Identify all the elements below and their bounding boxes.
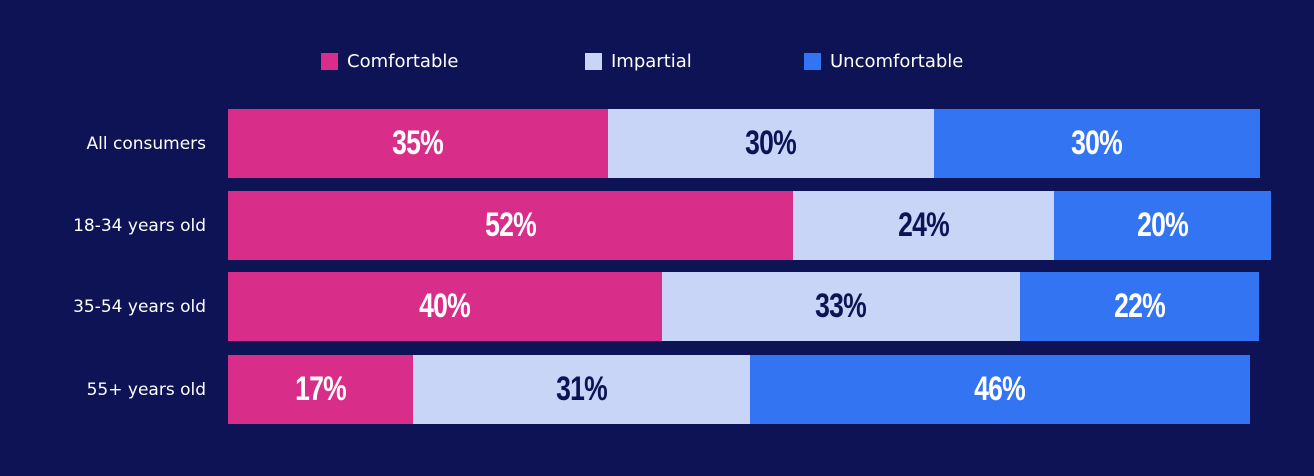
data-label: 31% <box>556 370 608 408</box>
category-label: All consumers <box>86 133 207 154</box>
bar-segment-uncomfortable: 30% <box>934 109 1260 178</box>
legend-swatch <box>321 52 338 70</box>
legend-swatch <box>585 52 602 70</box>
legend-item-comfortable: Comfortable <box>321 48 458 74</box>
data-label: 22% <box>1114 287 1166 325</box>
bar-segment-comfortable: 17% <box>228 355 413 424</box>
bar-segment-comfortable: 40% <box>228 272 662 341</box>
legend-item-uncomfortable: Uncomfortable <box>804 48 963 74</box>
legend-label: Comfortable <box>347 50 459 72</box>
chart-legend: Comfortable Impartial Uncomfortable <box>0 48 1314 74</box>
bar-segment-uncomfortable: 46% <box>750 355 1250 424</box>
bar-segment-impartial: 31% <box>413 355 750 424</box>
legend-item-impartial: Impartial <box>585 48 692 74</box>
bar-segment-comfortable: 52% <box>228 191 793 260</box>
data-label: 33% <box>815 287 868 325</box>
data-label: 46% <box>974 370 1027 408</box>
bar-segment-uncomfortable: 20% <box>1054 191 1271 260</box>
data-label: 30% <box>1071 124 1124 162</box>
data-label: 20% <box>1137 206 1189 244</box>
data-label: 52% <box>485 206 537 244</box>
data-label: 35% <box>392 124 445 162</box>
data-label: 40% <box>419 287 472 325</box>
category-label: 18-34 years old <box>73 215 206 236</box>
data-label: 30% <box>745 124 798 162</box>
data-label: 17% <box>295 370 347 408</box>
legend-label: Uncomfortable <box>830 50 964 72</box>
bar-segment-uncomfortable: 22% <box>1020 272 1259 341</box>
legend-swatch <box>804 52 821 70</box>
category-label: 35-54 years old <box>73 296 206 317</box>
bar-segment-impartial: 33% <box>662 272 1020 341</box>
category-label: 55+ years old <box>86 379 206 400</box>
data-label: 24% <box>898 206 950 244</box>
bar-segment-comfortable: 35% <box>228 109 608 178</box>
bar-segment-impartial: 24% <box>793 191 1054 260</box>
bar-segment-impartial: 30% <box>608 109 934 178</box>
legend-label: Impartial <box>611 50 692 72</box>
